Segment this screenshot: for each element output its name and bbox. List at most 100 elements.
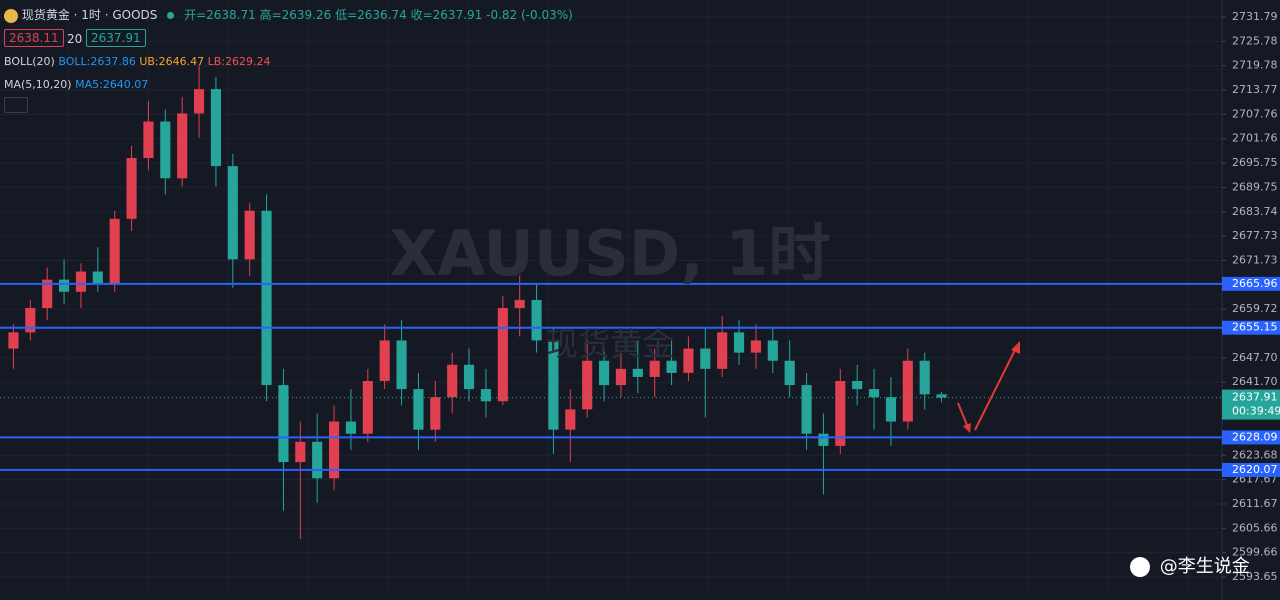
candle-body — [480, 389, 491, 402]
candle-body — [413, 389, 424, 430]
last-price-box — [1222, 389, 1280, 420]
indicator-value: BOLL:2637.86 — [58, 55, 136, 68]
candle-body — [210, 89, 221, 167]
candle-body — [700, 348, 711, 369]
hline-label-box — [1222, 462, 1280, 477]
ohlc-info: 开=2638.71 — [184, 8, 256, 22]
status-dot — [167, 12, 175, 19]
candle-body — [92, 271, 103, 284]
y-tick-label: 2623.68 — [1232, 448, 1278, 461]
ask-box[interactable]: 2637.91 — [86, 29, 146, 47]
hline-label-box — [1222, 320, 1280, 335]
candle-body — [160, 121, 171, 179]
y-tick-label: 2701.76 — [1232, 132, 1278, 145]
indicator-value: MA5:2640.07 — [75, 78, 149, 91]
candle-body — [261, 210, 272, 386]
y-tick-label: 2695.75 — [1232, 156, 1278, 169]
y-tick-label: 2713.77 — [1232, 83, 1278, 96]
y-tick-label: 2659.72 — [1232, 302, 1278, 315]
candle-body — [59, 279, 70, 292]
countdown-label: 00:39:49 — [1232, 405, 1280, 418]
candle-body — [464, 364, 475, 390]
candle-body — [379, 340, 390, 382]
hline-label: 2620.07 — [1232, 463, 1278, 476]
y-tick-label: 2593.65 — [1232, 570, 1278, 583]
ohlc-info: 收=2637.91 — [410, 8, 483, 22]
candle-body — [531, 299, 542, 341]
candle-body — [565, 409, 576, 430]
candle-body — [295, 441, 306, 463]
candle-body — [312, 441, 323, 479]
bid-box[interactable]: 2638.11 — [4, 29, 64, 47]
candle-body — [8, 332, 19, 349]
candle-body — [801, 385, 812, 434]
y-tick-label: 2731.79 — [1232, 10, 1278, 23]
candle-body — [615, 368, 626, 386]
candle-body — [852, 381, 863, 390]
candle-body — [362, 381, 373, 434]
candle-body — [919, 360, 930, 395]
candle-body — [666, 360, 677, 373]
y-tick-label: 2683.74 — [1232, 205, 1278, 218]
boll-row: BOLL(20) BOLL:2637.86 UB:2646.47 LB:2629… — [4, 55, 271, 68]
collapse-button[interactable] — [4, 97, 28, 113]
candle-body — [734, 332, 745, 353]
candle-body — [430, 397, 441, 430]
ohlc-info: 高=2639.26 — [259, 8, 332, 22]
hline-label: 2628.09 — [1232, 430, 1278, 443]
candle-body — [447, 364, 458, 398]
spread: 20 — [67, 32, 83, 46]
candle-body — [902, 360, 913, 422]
y-tick-label: 2671.73 — [1232, 253, 1278, 266]
candle-body — [885, 397, 896, 422]
candle-body — [497, 308, 508, 402]
hline-label: 2665.96 — [1232, 277, 1278, 290]
indicator-name: BOLL(20) — [4, 55, 55, 68]
y-tick-label: 2689.75 — [1232, 180, 1278, 193]
indicator-name: MA(5,10,20) — [4, 78, 72, 91]
candle-body — [750, 340, 761, 353]
candle-body — [936, 394, 947, 398]
candle-body — [143, 121, 154, 159]
candle-body — [514, 299, 525, 309]
candle-body — [767, 340, 778, 361]
hline-label: 2655.15 — [1232, 321, 1278, 334]
candle-body — [683, 348, 694, 373]
y-tick-label: 2725.78 — [1232, 34, 1278, 47]
indicator-value: UB:2646.47 — [139, 55, 205, 68]
last-price-label: 2637.91 — [1232, 391, 1278, 404]
candle-body — [784, 360, 795, 386]
footer-tag: @李生说金 — [1130, 552, 1250, 578]
indicator-value: LB:2629.24 — [207, 55, 271, 68]
candle-body — [599, 360, 610, 386]
y-tick-label: 2719.78 — [1232, 59, 1278, 72]
footer-text: @李生说金 — [1159, 556, 1250, 577]
candle-body — [177, 113, 188, 179]
candle-body — [649, 360, 660, 377]
y-tick-label: 2647.70 — [1232, 351, 1278, 364]
candle-body — [126, 158, 137, 219]
ohlc-info: -0.82 (-0.03%) — [486, 8, 573, 22]
candle-body — [548, 340, 559, 430]
hline-label-box — [1222, 276, 1280, 291]
symbol-icon — [4, 8, 18, 23]
candle-body — [818, 433, 829, 446]
candle-body — [244, 210, 255, 260]
candle-body — [632, 368, 643, 377]
candle-body — [25, 308, 36, 333]
candle-body — [835, 381, 846, 446]
ma-row: MA(5,10,20) MA5:2640.07 — [4, 78, 148, 91]
price-axis-bg — [1222, 0, 1280, 600]
y-tick-label: 2707.76 — [1232, 107, 1278, 120]
footer-icon — [1130, 557, 1150, 577]
y-tick-label: 2641.70 — [1232, 375, 1278, 388]
y-tick-label: 2677.73 — [1232, 229, 1278, 242]
header: 现货黄金 · 1时 · GOODS 开=2638.71 高=2639.26 低=… — [4, 6, 573, 23]
ohlc-info: 低=2636.74 — [335, 8, 407, 22]
candle-body — [227, 166, 238, 260]
candle-body — [717, 332, 728, 369]
candle-body — [42, 279, 53, 309]
candle-body — [194, 89, 205, 114]
candle-body — [345, 421, 356, 434]
